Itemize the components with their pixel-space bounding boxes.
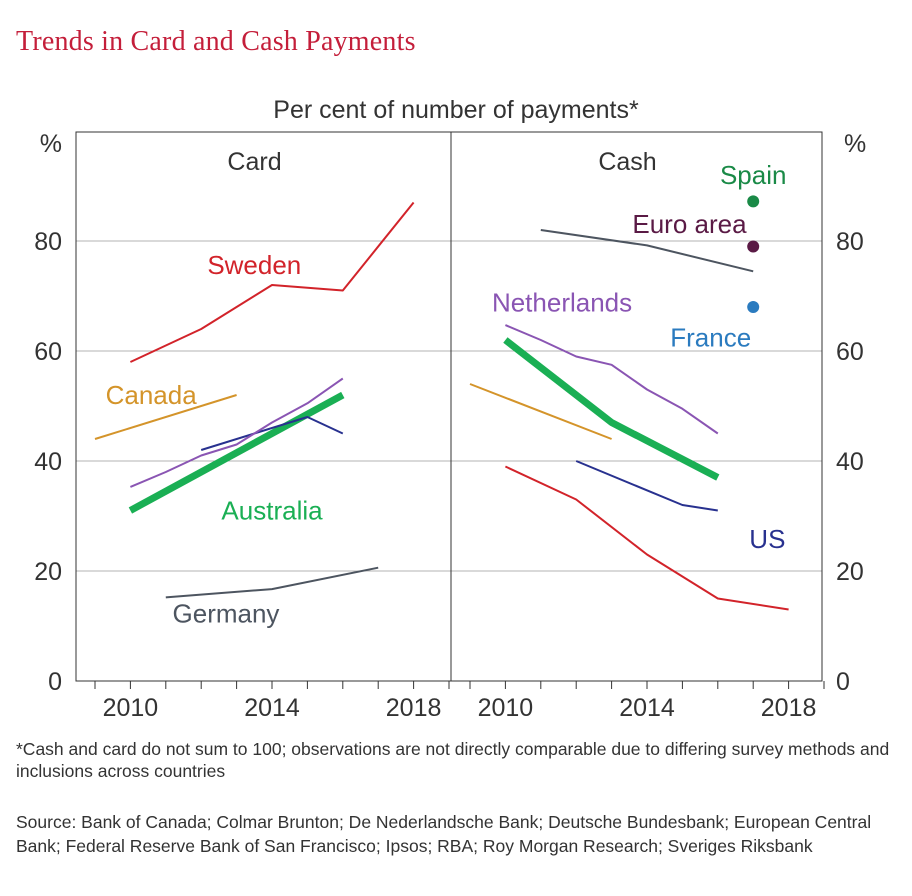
- x-tick-label-card-2014: 2014: [244, 694, 300, 722]
- y-tick-right-40: 40: [836, 448, 864, 476]
- series-line-cash-germany: [540, 229, 754, 273]
- y-tick-left-20: 20: [34, 558, 62, 586]
- series-label-cash-france: France: [670, 323, 751, 353]
- series-line-cash-netherlands: [505, 324, 719, 435]
- x-tick-label-cash-2010: 2010: [478, 694, 534, 722]
- panel-title-cash: Cash: [598, 148, 656, 176]
- point-cash-spain: [747, 195, 760, 208]
- series-label-card-canada: Canada: [106, 380, 198, 410]
- footnote: *Cash and card do not sum to 100; observ…: [16, 739, 890, 781]
- series-line-card-sweden: [129, 201, 415, 363]
- series-label-cash-spain: Spain: [720, 160, 787, 190]
- series-label-cash-euro-area: Euro area: [632, 209, 747, 239]
- panel-title-card: Card: [227, 148, 281, 176]
- point-cash-euro-area: [747, 240, 760, 253]
- x-tick-label-cash-2014: 2014: [619, 694, 675, 722]
- series-line-cash-canada: [469, 383, 612, 440]
- frame-layer: [75, 131, 825, 689]
- y-tick-right-60: 60: [836, 338, 864, 366]
- text-layer: 0 0 20 20 40 40 60 60 80 80% % 2010 2014 2018 Card 2010…: [34, 130, 866, 722]
- x-tick-label-card-2010: 2010: [103, 694, 159, 722]
- series-line-card-canada: [94, 394, 237, 440]
- chart-title: Trends in Card and Cash Payments: [16, 26, 416, 57]
- series-line-cash-sweden: [504, 465, 789, 611]
- series-line-card-australia: [128, 391, 345, 514]
- series-label-cash-netherlands: Netherlands: [492, 287, 632, 317]
- series-line-card-us: [200, 416, 344, 451]
- y-unit-left: %: [40, 130, 62, 158]
- series-label-card-australia: Australia: [221, 495, 323, 525]
- x-tick-label-card-2018: 2018: [386, 694, 442, 722]
- y-tick-left-80: 80: [34, 228, 62, 256]
- chart-subtitle: Per cent of number of payments*: [273, 96, 639, 124]
- series-label-cash-us: US: [749, 524, 785, 554]
- y-tick-left-0: 0: [48, 668, 62, 696]
- y-tick-left-40: 40: [34, 448, 62, 476]
- series-line-cash-australia: [503, 337, 720, 481]
- series-label-card-germany: Germany: [173, 599, 280, 629]
- grid-layer: [76, 240, 822, 572]
- series-label-card-sweden: Sweden: [207, 250, 301, 280]
- series-line-cash-us: [575, 460, 718, 512]
- point-cash-france: [747, 301, 760, 313]
- y-tick-left-60: 60: [34, 338, 62, 366]
- y-tick-right-0: 0: [836, 668, 850, 696]
- sources-note: Source: Bank of Canada; Colmar Brunton; …: [16, 812, 872, 856]
- y-tick-right-20: 20: [836, 558, 864, 586]
- series-line-card-germany: [165, 566, 379, 599]
- series-layer: [94, 195, 789, 611]
- y-tick-right-80: 80: [836, 228, 864, 256]
- y-unit-right: %: [844, 130, 866, 158]
- series-line-card-netherlands: [130, 377, 344, 488]
- x-tick-label-cash-2018: 2018: [761, 694, 817, 722]
